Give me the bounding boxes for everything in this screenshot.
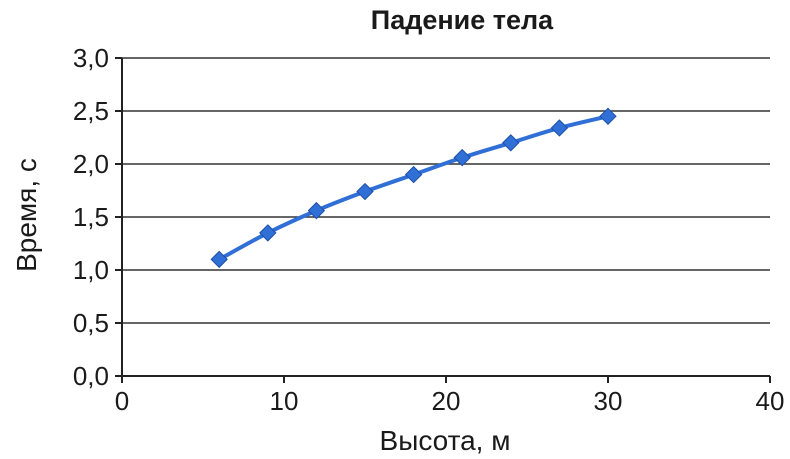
- y-tick-label-6: 3,0: [73, 43, 109, 73]
- data-point-4: [404, 165, 423, 184]
- y-tick-label-4: 2,0: [73, 149, 109, 179]
- y-tick-label-1: 0,5: [73, 308, 109, 338]
- data-point-1: [259, 224, 277, 242]
- x-tick-labels: 0 10 20 30 40: [115, 386, 785, 416]
- axes: [115, 57, 771, 383]
- data-point-3: [356, 182, 374, 201]
- y-tick-label-2: 1,0: [73, 255, 109, 285]
- series-layer: [210, 107, 617, 269]
- y-tick-label-0: 0,0: [73, 361, 109, 391]
- grid-lines: [122, 57, 770, 324]
- x-tick-label-0: 0: [115, 386, 129, 416]
- x-tick-label-4: 40: [756, 386, 785, 416]
- y-tick-label-5: 2,5: [73, 96, 109, 126]
- chart-title: Падение тела: [371, 5, 554, 35]
- data-point-8: [599, 107, 617, 126]
- x-tick-label-2: 20: [432, 386, 461, 416]
- series-line-0: [218, 114, 609, 262]
- data-point-6: [502, 134, 520, 152]
- x-tick-label-3: 30: [594, 386, 623, 416]
- data-point-0: [210, 250, 228, 269]
- x-axis-label: Высота, м: [380, 425, 511, 456]
- data-point-2: [307, 201, 326, 220]
- y-tick-label-3: 1,5: [73, 202, 109, 232]
- y-tick-labels: 0,0 0,5 1,0 1,5 2,0 2,5 3,0: [73, 43, 109, 391]
- data-point-7: [550, 119, 569, 137]
- y-axis-label: Время, с: [11, 158, 42, 272]
- x-tick-label-1: 10: [270, 386, 299, 416]
- data-point-5: [453, 148, 471, 167]
